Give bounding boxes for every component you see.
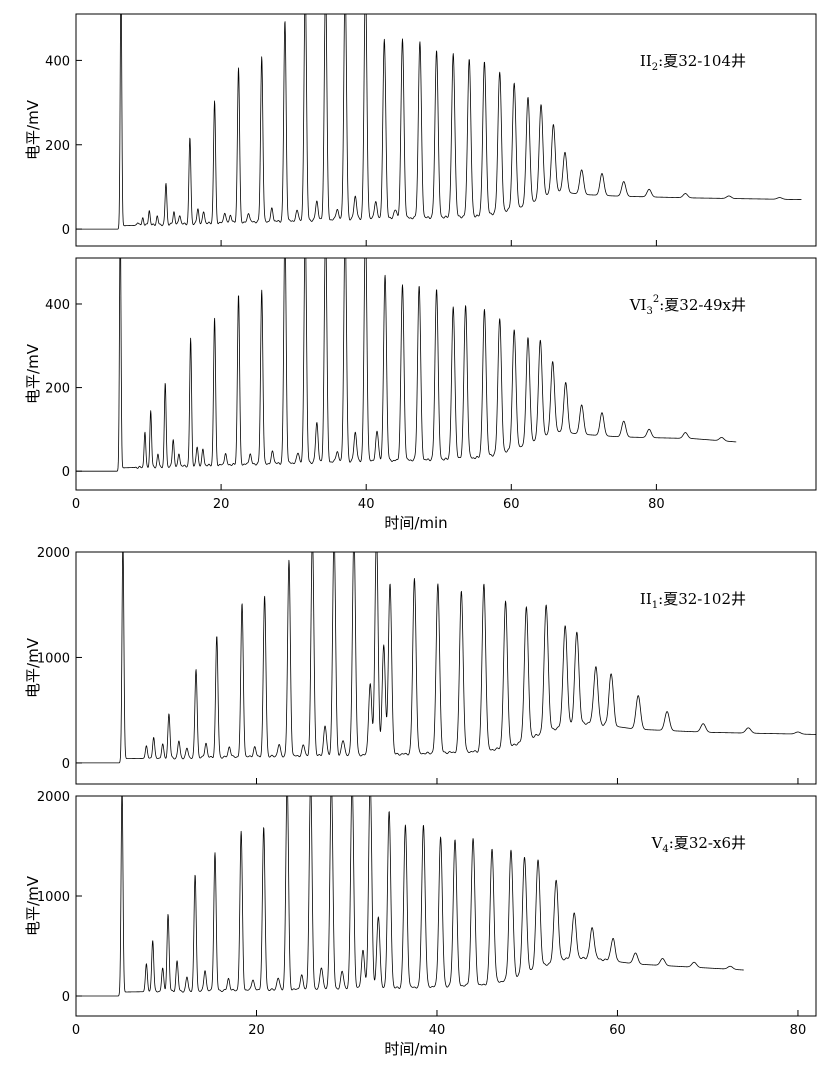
y-tick-label: 1000: [37, 651, 70, 666]
chromatogram-trace: [76, 552, 816, 764]
plot-frame: [75, 795, 817, 1017]
x-tick-label: 80: [790, 1023, 807, 1038]
y-tick-label: 200: [45, 139, 70, 154]
x-tick-label: 20: [213, 497, 230, 512]
plot-frame: [75, 551, 817, 785]
sample-label: VI32:夏32-49x井: [629, 294, 746, 317]
y-tick-label: 400: [45, 54, 70, 69]
y-axis-label: 电平/mV: [24, 343, 42, 404]
y-tick-label: 0: [62, 465, 70, 480]
y-tick-label: 2000: [37, 790, 70, 805]
x-axis-label: 时间/min: [384, 1040, 447, 1058]
x-tick-label: 40: [358, 497, 375, 512]
plot-frame: [75, 13, 817, 247]
y-tick-label: 200: [45, 382, 70, 397]
y-tick-label: 400: [45, 298, 70, 313]
x-tick-label: 0: [72, 1023, 80, 1038]
x-tick-label: 40: [429, 1023, 446, 1038]
y-tick-label: 0: [62, 990, 70, 1005]
chromatogram-trace: [76, 796, 744, 997]
x-axis-label: 时间/min: [384, 514, 447, 532]
y-axis-label: 电平/mV: [24, 637, 42, 698]
chart-panel-bottom-2: 0 1000 2000 0 20 40 60 80 电平/mV 时间/min V4:夏32-x6井: [24, 790, 817, 1058]
y-tick-label: 0: [62, 757, 70, 772]
y-tick-label: 1000: [37, 890, 70, 905]
chart-panel-top-2: 0 200 400 0 20 40 60 80 电平/mV 时间/min VI32:夏32-49x井: [24, 257, 817, 532]
x-tick-label: 60: [609, 1023, 626, 1038]
chart-panel-bottom-1: 0 1000 2000 电平/mV II1:夏32-102井: [24, 546, 817, 785]
x-tick-label: 0: [72, 497, 80, 512]
plot-frame: [75, 257, 817, 491]
y-tick-label: 2000: [37, 546, 70, 561]
chromatogram-trace: [76, 258, 737, 472]
sample-label: II2:夏32-104井: [640, 52, 746, 73]
x-tick-label: 80: [648, 497, 665, 512]
x-tick-label: 60: [503, 497, 520, 512]
y-tick-label: 0: [62, 223, 70, 238]
sample-label: II1:夏32-102井: [640, 590, 746, 611]
sample-label: V4:夏32-x6井: [651, 834, 746, 855]
x-tick-label: 20: [248, 1023, 265, 1038]
chart-panel-top-1: 0 200 400 电平/mV II2:夏32-104井: [24, 13, 817, 247]
chromatogram-trace: [76, 14, 802, 230]
y-axis-label: 电平/mV: [24, 875, 42, 936]
y-axis-label: 电平/mV: [24, 99, 42, 160]
